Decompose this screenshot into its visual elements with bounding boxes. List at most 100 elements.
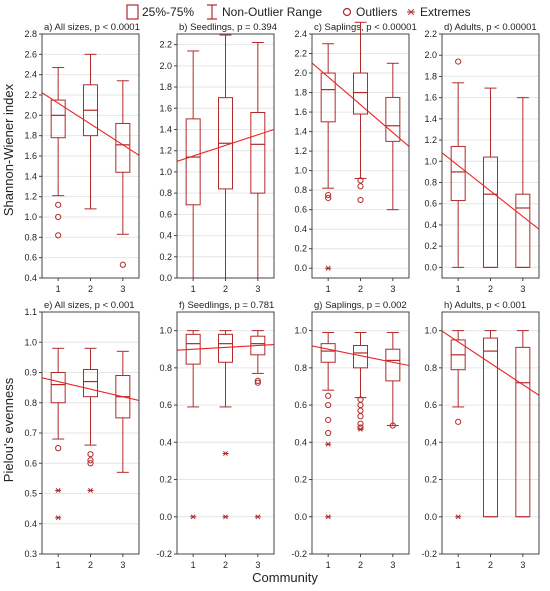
panel-title: d) Adults, p < 0.00001 [444, 22, 537, 33]
box-community-3 [115, 350, 131, 473]
outlier-point [254, 379, 261, 386]
extreme-point [254, 514, 261, 520]
y-tick-label: 0.0 [424, 262, 437, 272]
x-tick-label: 2 [488, 284, 493, 294]
x-tick-label: 1 [191, 284, 196, 294]
extreme-point [222, 514, 229, 520]
y-tick-label: 0.7 [24, 428, 37, 438]
y-tick-label: 0.8 [424, 363, 437, 373]
iqr-box [115, 122, 131, 173]
y-tick-label: 0.6 [159, 400, 172, 410]
y-tick-label: 0.0 [424, 512, 437, 522]
y-tick-label: 0.8 [24, 232, 37, 242]
box-community-3 [250, 330, 266, 520]
x-tick-label: 3 [520, 560, 525, 570]
y-tick-label: 0.8 [294, 363, 307, 373]
y-tick-label: 0.0 [159, 512, 172, 522]
y-tick-label: 1.8 [294, 88, 307, 98]
y-tick-label: 0.5 [24, 489, 37, 499]
y-tick-label: 0.4 [294, 437, 307, 447]
y-tick-label: 0.4 [424, 437, 437, 447]
box-community-2 [483, 87, 498, 268]
iqr-box [483, 337, 498, 518]
iqr-box [83, 368, 98, 398]
y-tick-label: -0.2 [291, 549, 307, 559]
panel-2: b) Seedlings, p = 0.394 0.0 0.2 0.4 0.6 0.8 1.… [159, 22, 277, 294]
box-community-3 [515, 97, 531, 268]
y-tick-label: 0.6 [159, 209, 172, 219]
iqr-box [250, 112, 266, 194]
panel-5: e) All sizes, p < 0.001 0.3 0.4 0.5 0.6 0.7 0.… [24, 300, 140, 570]
x-tick-label: 3 [390, 284, 395, 294]
y-tick-label: 0.4 [159, 437, 172, 447]
extreme-point [190, 514, 197, 520]
x-tick-label: 1 [191, 560, 196, 570]
y-tick-label: 0.8 [159, 363, 172, 373]
iqr-box [320, 72, 336, 123]
extreme-point [55, 488, 62, 493]
trend-line [312, 345, 409, 367]
iqr-box [450, 145, 466, 202]
y-tick-label: 0.2 [159, 252, 172, 262]
x-tick-label: 2 [223, 284, 228, 294]
legend-box-label: 25%-75% [142, 5, 194, 19]
x-tick-label: 1 [56, 560, 61, 570]
x-tick-label: 1 [56, 284, 61, 294]
outlier-point [455, 418, 462, 425]
outlier-point [389, 422, 396, 429]
y-tick-label: -0.2 [156, 549, 172, 559]
y-tick-label: 0.8 [294, 185, 307, 195]
panel-4: d) Adults, p < 0.00001 0.0 0.2 0.4 0.6 0.8 1.0… [424, 22, 540, 294]
outlier-point [325, 191, 332, 199]
y-tick-label: 1.8 [159, 82, 172, 92]
extreme-point [55, 515, 62, 521]
y-tick-label: 0.2 [294, 244, 307, 254]
trend-line [42, 377, 139, 402]
panel-frame [176, 33, 275, 279]
y-tick-label: 0.4 [24, 273, 37, 283]
y-tick-label: 0.8 [424, 178, 437, 188]
iqr-box [385, 348, 401, 382]
y-tick-label: 1.4 [424, 114, 437, 124]
extreme-point [325, 514, 332, 520]
y-tick-label: 0.6 [24, 458, 37, 468]
panel-frame [441, 33, 540, 279]
y-tick-label: 1.8 [24, 131, 37, 141]
x-tick-label: 1 [456, 284, 461, 294]
y-tick-label: 1.4 [294, 127, 307, 137]
y-tick-label: 1.0 [424, 326, 437, 336]
x-tick-label: 2 [88, 560, 93, 570]
panel-1: a) All sizes, p < 0.0001 0.4 0.6 0.8 1.0 1.2 1… [24, 22, 139, 294]
y-tick-label: 0.6 [424, 199, 437, 209]
y-tick-label: 2.2 [24, 90, 37, 100]
x-tick-label: 3 [255, 284, 260, 294]
legend-outlier-label: Outliers [356, 5, 397, 19]
y-tick-label: 0.8 [159, 188, 172, 198]
box-community-2 [353, 21, 368, 204]
y-tick-label: 1.2 [424, 135, 437, 145]
outlier-point [119, 261, 126, 268]
outlier-point [357, 183, 364, 190]
legend-extreme-star [407, 8, 415, 16]
y-tick-label: 1.0 [294, 166, 307, 176]
y-tick-label: 2.2 [159, 40, 172, 50]
panel-title: c) Saplings, p < 0.00001 [314, 22, 417, 33]
y-tick-label: 1.6 [294, 107, 307, 117]
panel-frame [311, 33, 410, 279]
outlier-point [87, 460, 94, 467]
y-tick-label: 2.2 [424, 29, 437, 39]
y-tick-label: 1.0 [24, 212, 37, 222]
y-tick-label: 0.8 [24, 398, 37, 408]
y-tick-label: 1.2 [24, 192, 37, 202]
outlier-point [357, 177, 364, 184]
outlier-point [357, 413, 364, 420]
panel-frame [441, 311, 540, 555]
y-tick-label: 0.6 [294, 400, 307, 410]
y-tick-label: 0.2 [424, 475, 437, 485]
outlier-point [325, 392, 332, 399]
x-tick-label: 3 [120, 560, 125, 570]
y-tick-label: 1.0 [424, 156, 437, 166]
y-tick-label: 2.4 [24, 70, 37, 80]
box-community-1 [50, 347, 66, 521]
